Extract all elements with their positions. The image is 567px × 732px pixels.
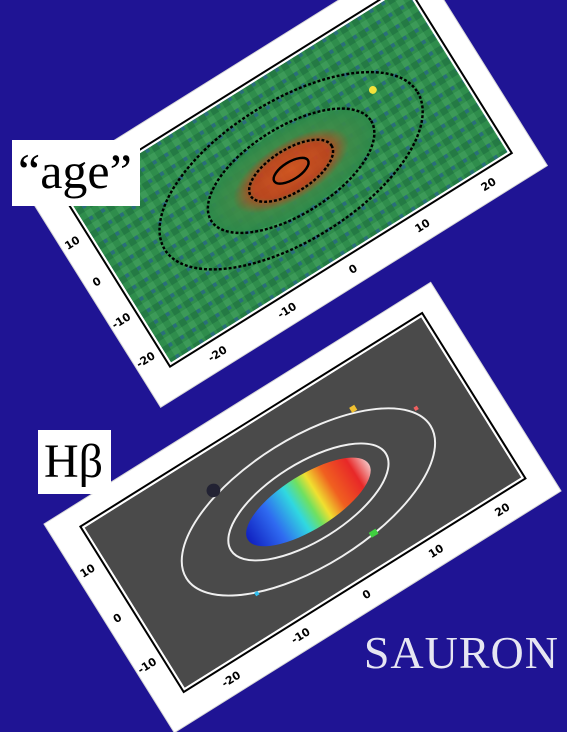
tick-label: 20 [492, 500, 513, 520]
age-contour-middle [206, 107, 376, 235]
hbeta-map [84, 317, 522, 688]
tick-label: 0 [360, 587, 374, 603]
tick-label: -20 [219, 668, 244, 691]
age-contour-center [272, 156, 310, 185]
tick-label: 10 [426, 541, 447, 561]
tick-label: -20 [205, 343, 230, 365]
hbeta-map-spot [368, 528, 379, 538]
age-map-frame [62, 0, 514, 368]
hbeta-map-spot [413, 405, 419, 412]
age-map-panel: -20 -10 0 10 20 -20 -10 0 10 [28, 0, 547, 407]
tick-label: 0 [110, 610, 125, 626]
tick-label: 0 [346, 261, 360, 277]
age-map-core [208, 109, 374, 232]
age-contour-inner [247, 138, 335, 204]
figure: -20 -10 0 10 20 -20 -10 0 10 [12, 0, 561, 732]
hbeta-map-marker [206, 483, 221, 498]
tick-label: -10 [275, 299, 299, 322]
hbeta-label: Hβ [38, 430, 112, 494]
tick-label: -10 [288, 625, 313, 647]
hbeta-map-panel: -20 -10 0 10 20 -10 0 10 [44, 283, 561, 732]
hbeta-map-svg [84, 317, 522, 688]
tick-label: 20 [478, 175, 499, 195]
tick-label: 10 [412, 216, 433, 236]
tick-label: 0 [90, 274, 104, 290]
tick-label: 10 [77, 561, 98, 581]
tick-label: -20 [133, 349, 158, 371]
sauron-title: SAURON [363, 627, 559, 678]
tick-label: -10 [135, 655, 160, 677]
hbeta-map-spot [254, 590, 260, 597]
hbeta-contour-outer [180, 407, 437, 597]
age-map-svg [68, 0, 508, 363]
tick-label: -10 [109, 310, 134, 332]
age-label: “age” [12, 140, 140, 206]
age-map-marker [368, 86, 377, 94]
age-map [68, 0, 508, 363]
hbeta-map-frame [78, 311, 527, 694]
hbeta-map-spot [349, 404, 358, 413]
tick-label: 10 [62, 233, 83, 253]
hbeta-velocity-field [246, 457, 371, 547]
hbeta-contour-inner [227, 442, 390, 562]
age-contour-outer [158, 70, 424, 271]
